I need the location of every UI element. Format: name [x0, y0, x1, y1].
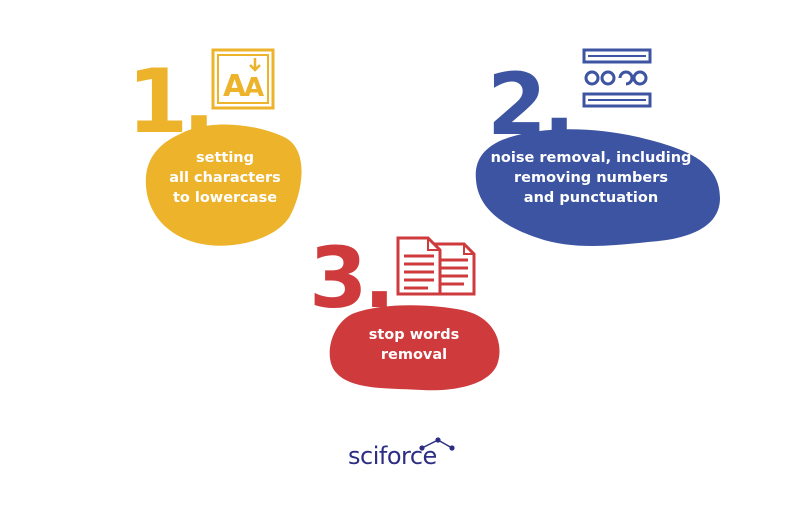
step-3-number: 3. [309, 229, 395, 327]
step-2-number: 2. [487, 55, 575, 155]
font-case-icon: A A [211, 48, 275, 110]
step-1-line-2: all characters [169, 170, 281, 186]
step-3-line-2: removal [380, 347, 448, 363]
step-1-line-1: setting [196, 150, 254, 166]
step-2-line-2: removing numbers [514, 170, 668, 186]
documents-icon [396, 236, 476, 296]
step-1-text: setting all characters to lowercase [150, 146, 300, 210]
step-1-line-3: to lowercase [172, 190, 278, 206]
svg-text:A: A [244, 73, 264, 103]
step-3-blob [329, 305, 500, 391]
step-2-line-3: and punctuation [523, 190, 659, 206]
step-1-number: 1. [127, 50, 216, 153]
step-3-text: stop words removal [334, 322, 494, 368]
step-3-line-1: stop words [368, 327, 460, 343]
step-1-blob [145, 124, 302, 246]
text-input-icon [582, 48, 652, 108]
sciforce-logo: sciforce [348, 436, 458, 476]
svg-text:A: A [223, 69, 247, 104]
step-2-blob [475, 129, 720, 246]
logo-network-icon [419, 437, 455, 451]
step-2-text: noise removal, including removing number… [478, 146, 704, 210]
step-2-line-1: noise removal, including [490, 150, 692, 166]
